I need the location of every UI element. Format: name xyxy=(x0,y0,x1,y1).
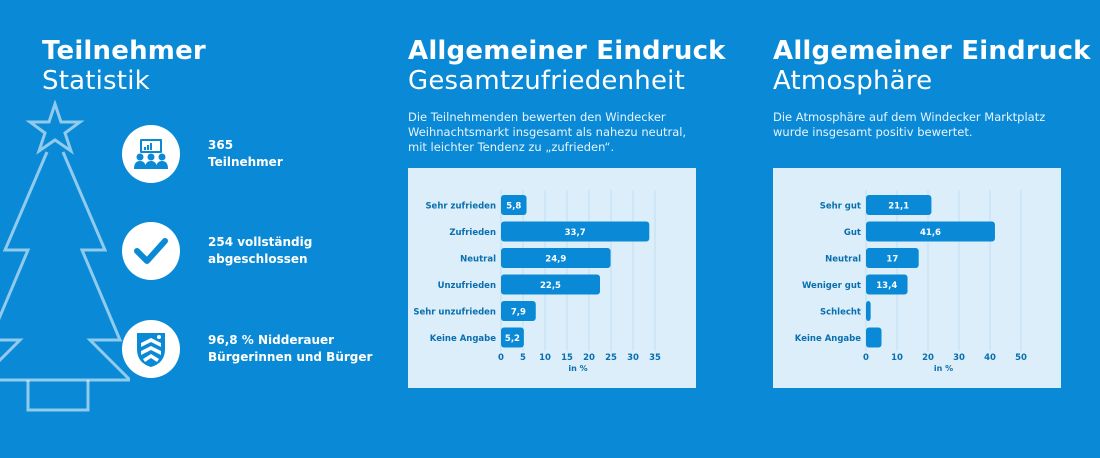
atmosphere-category-label: Weniger gut xyxy=(802,281,861,291)
atmosphere-category-label: Gut xyxy=(844,228,861,238)
satisfaction-tick-label: 15 xyxy=(561,353,573,363)
atmosphere-data-label: 21,1 xyxy=(888,202,909,212)
satisfaction-data-label: 22,5 xyxy=(540,281,561,291)
atmosphere-tick-label: 10 xyxy=(891,353,903,363)
stat-participants: 365 Teilnehmer xyxy=(122,125,283,183)
satisfaction-chart-svg: Sehr zufrieden 5,8 Zufrieden 33,7 Neutral 24,… xyxy=(413,190,661,373)
stat-completed-label: abgeschlossen xyxy=(208,252,308,266)
atmosphere-description: Die Atmosphäre auf dem Windecker Marktpl… xyxy=(773,110,1046,139)
stat-residents: 96,8 % Nidderauer Bürgerinnen und Bürger xyxy=(122,320,372,378)
satisfaction-category-label: Keine Angabe xyxy=(430,334,496,344)
atmosphere-bar xyxy=(866,301,871,321)
coat-of-arms-icon xyxy=(122,320,180,378)
atmosphere-category-label: Sehr gut xyxy=(820,202,861,212)
atmosphere-section: Allgemeiner Eindruck Atmosphäre Die Atmo… xyxy=(773,36,1093,140)
atmosphere-bar xyxy=(866,327,882,348)
satisfaction-x-axis-label: in % xyxy=(568,364,587,373)
satisfaction-tick-label: 20 xyxy=(583,353,595,363)
stat-completed-value: 254 vollständig xyxy=(208,235,313,249)
atmosphere-tick-label: 30 xyxy=(953,353,965,363)
satisfaction-category-label: Neutral xyxy=(460,255,496,265)
satisfaction-bar xyxy=(501,274,600,295)
satisfaction-bar xyxy=(501,248,611,268)
atmosphere-data-label: 17 xyxy=(886,255,898,265)
atmosphere-category-label: Neutral xyxy=(825,255,861,265)
satisfaction-bar xyxy=(501,195,527,215)
atmosphere-category-label: Keine Angabe xyxy=(795,334,861,344)
satisfaction-tick-label: 0 xyxy=(498,353,504,363)
stat-residents-label: Bürgerinnen und Bürger xyxy=(208,350,373,364)
satisfaction-tick-label: 30 xyxy=(627,353,639,363)
satisfaction-bar xyxy=(501,221,650,242)
satisfaction-data-label: 7,9 xyxy=(511,308,526,318)
satisfaction-tick-label: 25 xyxy=(605,353,617,363)
atmosphere-tick-label: 40 xyxy=(984,353,996,363)
satisfaction-chart: Sehr zufrieden 5,8 Zufrieden 33,7 Neutral 24,… xyxy=(408,168,696,388)
satisfaction-category-label: Unzufrieden xyxy=(438,281,496,291)
atmosphere-chart-svg: Sehr gut 21,1 Gut 41,6 Neutral 17 Weniger gut 1… xyxy=(795,190,1027,373)
atmosphere-tick-label: 50 xyxy=(1015,353,1027,363)
satisfaction-data-label: 5,8 xyxy=(506,202,521,212)
satisfaction-data-label: 33,7 xyxy=(565,228,586,238)
stat-completed: 254 vollständig abgeschlossen xyxy=(122,222,312,280)
christmas-tree-icon xyxy=(0,100,130,412)
atmosphere-data-label: 41,6 xyxy=(920,228,941,238)
satisfaction-tick-label: 35 xyxy=(649,353,661,363)
atmosphere-tick-label: 20 xyxy=(922,353,934,363)
atmosphere-chart: Sehr gut 21,1 Gut 41,6 Neutral 17 Weniger gut 1… xyxy=(773,168,1061,388)
atmosphere-x-axis-label: in % xyxy=(934,364,953,373)
atmosphere-tick-label: 0 xyxy=(863,353,869,363)
atmosphere-bar xyxy=(866,274,908,295)
satisfaction-tick-label: 5 xyxy=(520,353,526,363)
satisfaction-title: Allgemeiner Eindruck xyxy=(408,36,726,66)
satisfaction-section: Allgemeiner Eindruck Gesamtzufriedenheit… xyxy=(408,36,728,155)
participants-title: Teilnehmer xyxy=(42,36,206,66)
atmosphere-data-label: 13,4 xyxy=(876,281,897,291)
stat-participants-value: 365 xyxy=(208,138,234,152)
atmosphere-title: Allgemeiner Eindruck xyxy=(773,36,1091,66)
stat-residents-value: 96,8 % Nidderauer xyxy=(208,333,335,347)
participants-section: Teilnehmer Statistik xyxy=(42,36,372,96)
participants-subtitle: Statistik xyxy=(42,66,150,96)
satisfaction-category-label: Sehr zufrieden xyxy=(425,202,496,212)
atmosphere-bar xyxy=(866,221,995,242)
atmosphere-bar xyxy=(866,248,919,268)
satisfaction-bar xyxy=(501,327,524,348)
satisfaction-data-label: 24,9 xyxy=(545,255,566,265)
satisfaction-tick-label: 10 xyxy=(539,353,551,363)
satisfaction-category-label: Sehr unzufrieden xyxy=(413,308,496,318)
satisfaction-description: Die Teilnehmenden bewerten den Windecker… xyxy=(408,110,687,154)
atmosphere-category-label: Schlecht xyxy=(820,308,861,318)
stat-participants-label: Teilnehmer xyxy=(208,155,283,169)
satisfaction-data-label: 5,2 xyxy=(505,334,520,344)
atmosphere-subtitle: Atmosphäre xyxy=(773,66,933,96)
satisfaction-bar xyxy=(501,301,536,321)
satisfaction-category-label: Zufrieden xyxy=(449,228,496,238)
checkmark-icon xyxy=(122,222,180,280)
satisfaction-subtitle: Gesamtzufriedenheit xyxy=(408,66,686,96)
atmosphere-bar xyxy=(866,195,932,215)
participants-icon xyxy=(122,125,180,183)
